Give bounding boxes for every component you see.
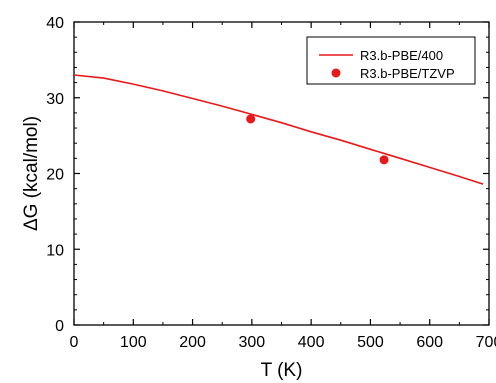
legend-label: R3.b-PBE/TZVP <box>360 66 455 81</box>
y-tick-label: 30 <box>46 91 64 108</box>
x-tick-label: 400 <box>298 334 325 351</box>
y-tick-label: 10 <box>46 242 64 259</box>
series-line-0 <box>73 74 484 185</box>
x-tick-label: 600 <box>416 334 443 351</box>
legend-marker-swatch <box>331 68 341 78</box>
x-tick-label: 500 <box>357 334 384 351</box>
x-tick-label: 300 <box>239 334 266 351</box>
axes: 0 100 200 300 400 500 600 700 0 10 20 30 40 T (K) ΔG (… <box>21 15 496 381</box>
x-tick-label: 0 <box>70 334 79 351</box>
x-tick-label: 700 <box>476 334 496 351</box>
x-tick-label: 100 <box>120 334 147 351</box>
y-tick-label: 20 <box>46 167 64 184</box>
legend-label: R3.b-PBE/400 <box>360 48 443 63</box>
series-point <box>379 155 389 165</box>
y-tick-label: 40 <box>46 15 64 32</box>
plot-area <box>73 74 484 185</box>
x-tick-label: 200 <box>179 334 206 351</box>
legend: R3.b-PBE/400 R3.b-PBE/TZVP <box>306 36 476 85</box>
y-axis-title: ΔG (kcal/mol) <box>21 116 42 231</box>
x-axis-title: T (K) <box>261 360 303 381</box>
y-tick-label: 0 <box>55 318 64 335</box>
series-point <box>246 114 256 124</box>
